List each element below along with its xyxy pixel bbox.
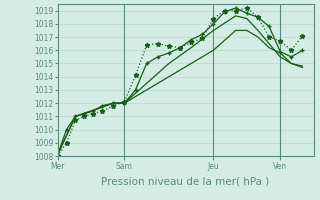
X-axis label: Pression niveau de la mer( hPa ): Pression niveau de la mer( hPa ) xyxy=(101,176,270,186)
